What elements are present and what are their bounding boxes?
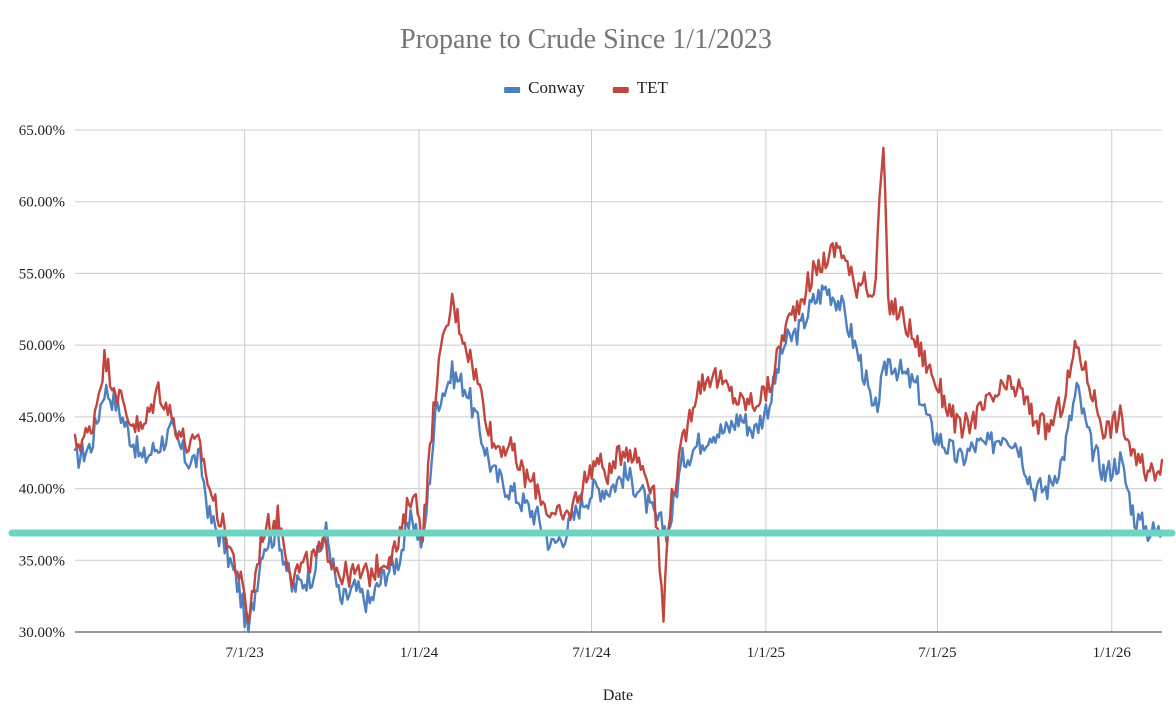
legend-swatch [504, 87, 521, 93]
x-tick-label: 7/1/25 [918, 645, 956, 661]
legend-item-conway: Conway [504, 78, 585, 97]
y-tick-label: 40.00% [19, 482, 65, 498]
x-tick-label: 1/1/25 [747, 645, 785, 661]
y-tick-label: 30.00% [19, 625, 65, 641]
legend: Conway TET [504, 78, 669, 97]
x-axis-title: Date [603, 687, 633, 704]
y-axis: 30.00% 35.00% 40.00% 45.00% 50.00% 55.00% 60.0… [19, 123, 65, 641]
plot-area [73, 146, 1164, 634]
y-tick-label: 60.00% [19, 195, 65, 211]
y-tick-label: 65.00% [19, 123, 65, 139]
y-tick-label: 45.00% [19, 410, 65, 426]
series-line-tet [73, 146, 1164, 624]
grid [75, 129, 1162, 633]
legend-label: Conway [528, 78, 585, 97]
y-tick-label: 50.00% [19, 338, 65, 354]
legend-swatch [612, 87, 629, 93]
legend-item-tet: TET [612, 78, 669, 97]
x-tick-label: 1/1/26 [1093, 645, 1132, 661]
x-axis: 7/1/23 1/1/24 7/1/24 1/1/25 7/1/25 1/1/26 [75, 631, 1162, 661]
x-tick-label: 1/1/24 [400, 645, 439, 661]
x-tick-label: 7/1/24 [572, 645, 611, 661]
chart-title: Propane to Crude Since 1/1/2023 [400, 24, 772, 55]
legend-label: TET [637, 78, 669, 97]
series-line-conway [73, 284, 1164, 634]
y-tick-label: 35.00% [19, 553, 65, 569]
x-tick-label: 7/1/23 [225, 645, 263, 661]
y-tick-label: 55.00% [19, 266, 65, 282]
